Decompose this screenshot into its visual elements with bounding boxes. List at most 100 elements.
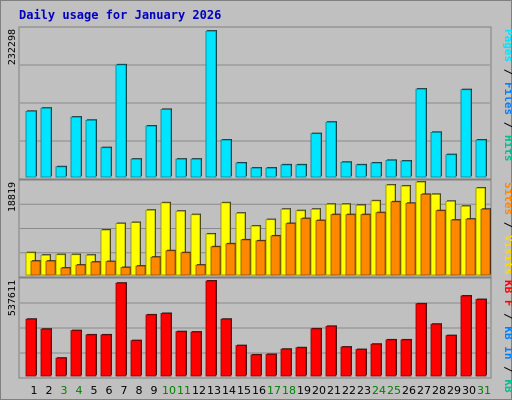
- bar-visits-day-9: [145, 209, 156, 276]
- day-label-31: 31: [477, 384, 491, 397]
- bar-hits-day-10: [160, 108, 172, 178]
- bar-kb-f-day-4: [70, 329, 82, 377]
- bar-kb-f-day-18: [280, 348, 292, 377]
- day-label-28: 28: [432, 384, 446, 397]
- y-max-label: 18819: [7, 182, 18, 212]
- bar-hits-day-20: [310, 132, 322, 178]
- bar-kb-f-day-9: [145, 313, 157, 377]
- bar-sites-day-21: [330, 213, 341, 276]
- day-label-10: 10: [162, 384, 176, 397]
- day-label-1: 1: [31, 384, 38, 397]
- bar-visits-day-6: [100, 229, 111, 276]
- bar-kb-f-day-15: [235, 344, 247, 377]
- day-label-18: 18: [282, 384, 296, 397]
- bar-sites-day-16: [255, 239, 266, 276]
- bar-visits-day-14: [220, 201, 231, 276]
- bar-visits-day-3: [55, 253, 66, 276]
- bar-sites-day-1: [30, 260, 41, 276]
- day-label-6: 6: [106, 384, 113, 397]
- day-label-17: 17: [267, 384, 281, 397]
- bar-sites-day-6: [105, 260, 116, 276]
- bar-hits-day-12: [190, 158, 202, 178]
- bar-sites-day-23: [360, 213, 371, 276]
- bar-kb-f-day-14: [220, 318, 232, 377]
- panel-legend: Pages / Files / Hits: [502, 29, 512, 162]
- bar-sites-day-7: [120, 266, 131, 276]
- bar-hits-day-3: [55, 165, 67, 178]
- bar-kb-f-day-20: [310, 327, 322, 377]
- bar-sites-day-8: [135, 265, 146, 276]
- bar-sites-day-25: [390, 200, 401, 276]
- day-label-21: 21: [327, 384, 341, 397]
- day-label-29: 29: [447, 384, 461, 397]
- bar-kb-f-day-25: [385, 338, 397, 377]
- panel-legend: KB F / KB In / KB Out: [502, 280, 512, 400]
- day-label-12: 12: [192, 384, 206, 397]
- legend-part-1: Pages: [502, 29, 512, 62]
- bar-sites-day-19: [300, 217, 311, 276]
- bar-kb-f-day-5: [85, 333, 97, 377]
- bar-sites-day-20: [315, 219, 326, 276]
- bar-hits-day-11: [175, 158, 187, 178]
- legend-part-4: /: [502, 360, 512, 380]
- legend-part-5: KB Out: [502, 379, 512, 400]
- bar-hits-day-23: [355, 163, 367, 178]
- bar-hits-day-13: [205, 30, 217, 178]
- bar-visits-day-12: [190, 213, 201, 276]
- bar-kb-f-day-29: [445, 334, 457, 377]
- bar-hits-day-1: [25, 110, 37, 178]
- bar-hits-day-26: [400, 160, 412, 178]
- bar-hits-day-27: [415, 88, 427, 178]
- bar-hits-day-16: [250, 167, 262, 178]
- day-label-22: 22: [342, 384, 356, 397]
- bar-visits-day-7: [115, 222, 126, 276]
- legend-part-5: Hits: [502, 135, 512, 162]
- bar-sites-day-18: [285, 222, 296, 276]
- panel-1: 232298 Pages / Files / Hits: [7, 26, 512, 180]
- day-label-24: 24: [372, 384, 386, 397]
- bar-hits-day-18: [280, 163, 292, 178]
- panel-2: 18819 Sites / Visits: [7, 179, 512, 278]
- day-label-25: 25: [387, 384, 401, 397]
- legend-part-2: /: [502, 307, 512, 327]
- bar-kb-f-day-8: [130, 339, 142, 377]
- day-label-23: 23: [357, 384, 371, 397]
- bar-hits-day-4: [70, 116, 82, 178]
- day-label-20: 20: [312, 384, 326, 397]
- bar-kb-f-day-23: [355, 348, 367, 377]
- y-max-label: 232298: [7, 29, 18, 65]
- bar-kb-f-day-30: [460, 295, 472, 377]
- day-label-5: 5: [91, 384, 98, 397]
- bar-kb-f-day-24: [370, 343, 382, 377]
- bar-hits-day-30: [460, 88, 472, 178]
- bar-sites-day-13: [210, 245, 221, 276]
- bar-kb-f-day-12: [190, 331, 202, 377]
- chart-title: Daily usage for January 2026: [19, 8, 221, 22]
- bar-kb-f-day-26: [400, 338, 412, 377]
- bar-kb-f-day-19: [295, 346, 307, 377]
- bar-sites-day-2: [45, 260, 56, 276]
- bar-kb-f-day-17: [265, 353, 277, 377]
- bar-kb-f-day-11: [175, 330, 187, 377]
- day-label-26: 26: [402, 384, 416, 397]
- bar-hits-day-29: [445, 153, 457, 178]
- bar-sites-day-5: [90, 261, 101, 276]
- day-label-3: 3: [61, 384, 68, 397]
- bar-kb-f-day-22: [340, 346, 352, 377]
- day-label-7: 7: [121, 384, 128, 397]
- bar-kb-f-day-31: [475, 298, 487, 377]
- day-label-27: 27: [417, 384, 431, 397]
- bar-kb-f-day-13: [205, 280, 217, 377]
- legend-part-1: KB F: [502, 280, 512, 307]
- bar-sites-day-22: [345, 213, 356, 276]
- bar-sites-day-15: [240, 238, 251, 276]
- bar-sites-day-31: [480, 208, 491, 276]
- bar-kb-f-day-27: [415, 302, 427, 377]
- panel-legend: Sites / Visits: [502, 182, 512, 275]
- bar-kb-f-day-21: [325, 325, 337, 377]
- bar-hits-day-9: [145, 125, 157, 178]
- bar-hits-day-25: [385, 159, 397, 178]
- bar-sites-day-28: [435, 209, 446, 276]
- bar-kb-f-day-1: [25, 318, 37, 377]
- bar-sites-day-17: [270, 234, 281, 276]
